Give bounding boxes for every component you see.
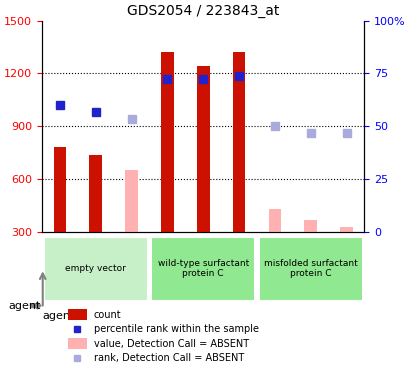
FancyBboxPatch shape (151, 237, 254, 301)
Text: rank, Detection Call = ABSENT: rank, Detection Call = ABSENT (93, 353, 243, 363)
Text: misfolded surfactant
protein C: misfolded surfactant protein C (263, 259, 357, 278)
Text: empty vector: empty vector (65, 264, 126, 273)
Bar (268, 209, 281, 232)
Bar (67, 309, 87, 320)
Bar (196, 66, 209, 232)
Text: wild-type surfactant
protein C: wild-type surfactant protein C (157, 259, 248, 278)
Text: agent: agent (43, 310, 75, 321)
FancyBboxPatch shape (44, 237, 147, 301)
Bar (67, 339, 87, 349)
Text: agent: agent (8, 301, 40, 310)
Title: GDS2054 / 223843_at: GDS2054 / 223843_at (127, 4, 279, 18)
Text: count: count (93, 310, 121, 320)
Bar (304, 220, 316, 232)
Bar (54, 147, 66, 232)
Bar (125, 170, 137, 232)
Bar (232, 52, 245, 232)
Bar (339, 227, 352, 232)
Text: percentile rank within the sample: percentile rank within the sample (93, 324, 258, 334)
Text: value, Detection Call = ABSENT: value, Detection Call = ABSENT (93, 339, 248, 349)
FancyBboxPatch shape (258, 237, 362, 301)
Bar (89, 154, 102, 232)
Bar (161, 52, 173, 232)
